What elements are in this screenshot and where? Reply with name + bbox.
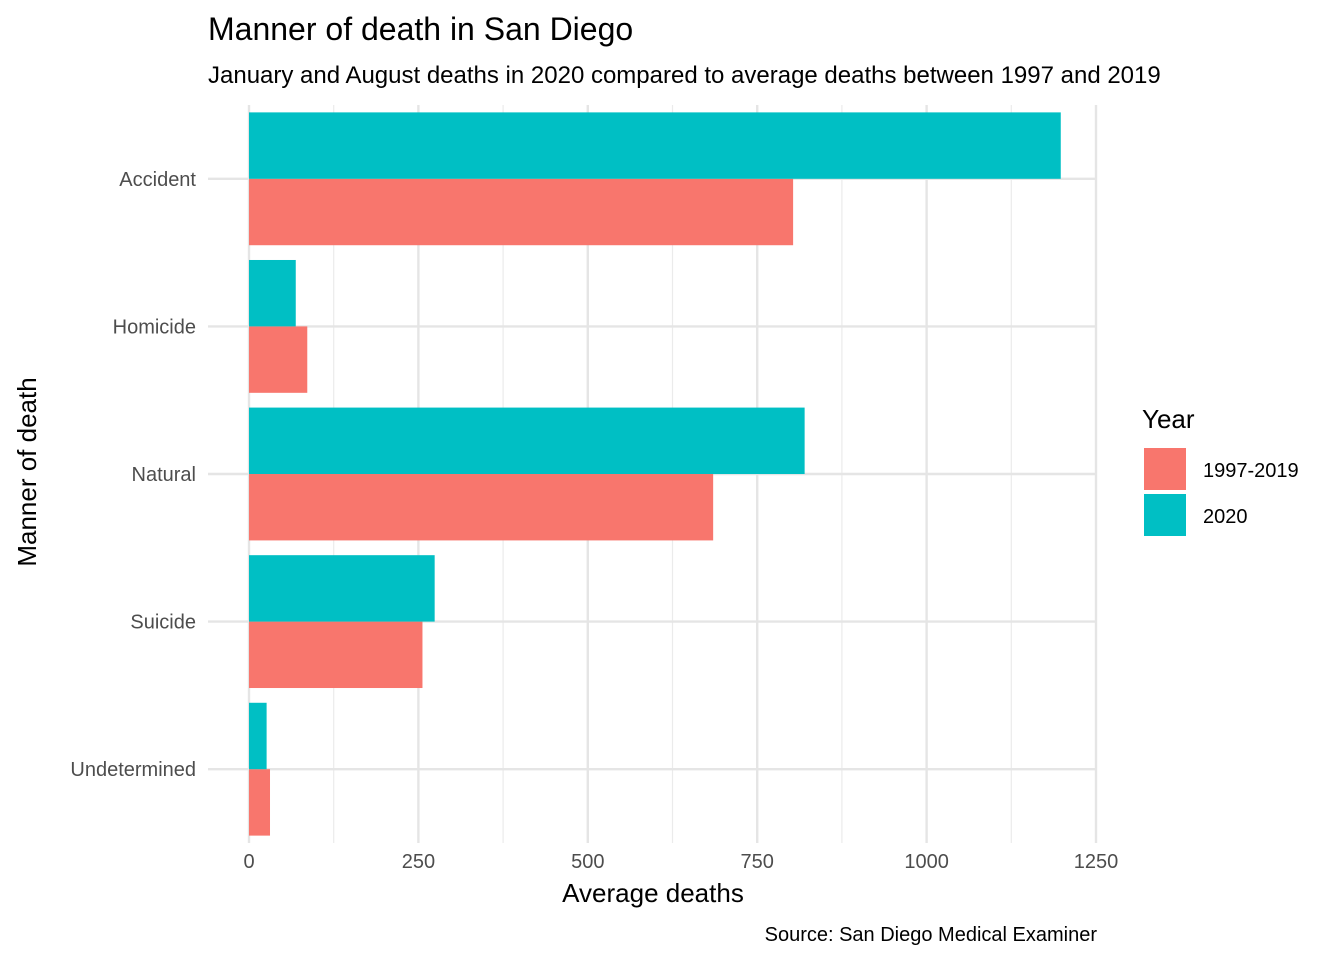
x-tick-label: 750	[741, 851, 774, 873]
legend-label-2020: 2020	[1203, 506, 1248, 528]
bar-2020-undetermined	[249, 702, 267, 770]
bar-2020-accident	[249, 112, 1061, 179]
x-tick-label: 1000	[904, 851, 949, 873]
y-tick-labels: Accident Homicide Natural Suicide Undetermin…	[70, 169, 196, 781]
y-tick-label: Accident	[119, 169, 196, 191]
bars	[249, 112, 1061, 836]
chart-caption: Source: San Diego Medical Examiner	[765, 924, 1098, 946]
x-tick-labels: 0 250 500 750 1000 1250	[243, 851, 1118, 873]
y-axis-title: Manner of death	[12, 377, 42, 566]
bar-1997-2019-accident	[249, 178, 794, 246]
y-tick-label: Homicide	[113, 316, 196, 338]
y-tick-label: Undetermined	[70, 759, 196, 781]
bar-1997-2019-natural	[249, 474, 714, 541]
y-tick-label: Natural	[132, 464, 196, 486]
x-tick-label: 250	[402, 851, 435, 873]
bar-2020-homicide	[249, 259, 296, 327]
legend-label-1997-2019: 1997-2019	[1203, 460, 1299, 482]
legend-swatch-1997-2019	[1144, 448, 1186, 490]
x-tick-label: 1250	[1074, 851, 1119, 873]
x-axis-title: Average deaths	[562, 878, 744, 908]
y-tick-label: Suicide	[130, 612, 196, 634]
bar-2020-natural	[249, 407, 805, 474]
legend-title: Year	[1142, 404, 1195, 434]
bar-2020-suicide	[249, 555, 435, 622]
bar-1997-2019-homicide	[249, 326, 308, 393]
bar-1997-2019-undetermined	[249, 769, 271, 836]
chart-title: Manner of death in San Diego	[208, 11, 633, 47]
legend-swatch-2020	[1144, 494, 1186, 536]
chart-subtitle: January and August deaths in 2020 compar…	[208, 62, 1161, 89]
x-tick-label: 500	[571, 851, 604, 873]
bar-1997-2019-suicide	[249, 621, 423, 689]
legend: Year 1997-2019 2020	[1142, 404, 1299, 536]
x-tick-label: 0	[243, 851, 254, 873]
